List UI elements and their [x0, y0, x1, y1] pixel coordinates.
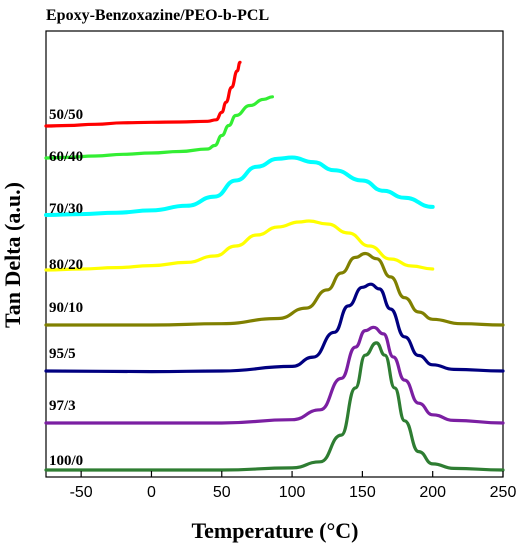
x-tick-label: 100 [279, 484, 306, 501]
series-label-60-40: 60/40 [49, 149, 83, 165]
series-line-70-30 [44, 155, 435, 217]
series-label-100-0: 100/0 [49, 453, 83, 469]
x-tick-label: 200 [419, 484, 446, 501]
x-ticks [80, 471, 504, 477]
series-line-80-20 [44, 219, 435, 272]
series-label-80-20: 80/20 [49, 257, 83, 273]
series-label-97-3: 97/3 [49, 398, 76, 414]
series-line-97-3 [44, 325, 505, 425]
x-tick-label: 0 [147, 484, 156, 501]
series-label-50-50: 50/50 [49, 107, 83, 123]
series-label-95-5: 95/5 [49, 346, 76, 362]
curves [44, 60, 505, 472]
x-tick-label: 250 [490, 484, 517, 501]
x-tick-labels: -50 0 50 100 150 200 250 [70, 484, 517, 501]
y-axis-label: Tan Delta (a.u.) [0, 182, 25, 328]
series-line-60-40 [44, 95, 274, 160]
x-tick-label: -50 [70, 484, 93, 501]
series-line-50-50 [44, 60, 242, 128]
series-labels: 50/50 60/40 70/30 80/20 90/10 95/5 97/3 100/0 [49, 107, 83, 469]
plot-frame [45, 30, 504, 478]
chart-title: Epoxy-Benzoxazine/PEO-b-PCL [46, 7, 269, 24]
series-line-90-10 [44, 251, 505, 327]
series-line-95-5 [44, 282, 505, 374]
x-tick-label: 50 [213, 484, 231, 501]
series-line-100-0 [44, 341, 505, 472]
x-axis-label: Temperature (°C) [191, 518, 358, 543]
series-label-70-30: 70/30 [49, 201, 83, 217]
series-label-90-10: 90/10 [49, 300, 83, 316]
x-tick-label: 150 [349, 484, 376, 501]
